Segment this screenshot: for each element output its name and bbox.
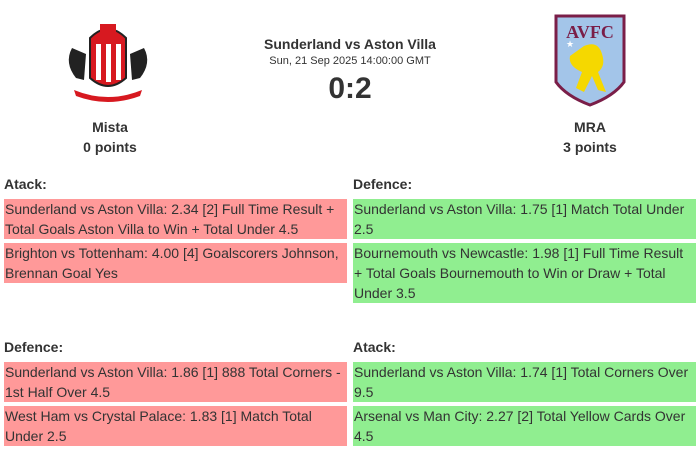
away-attack-section: Atack: Sunderland vs Aston Villa: 1.74 […: [353, 337, 696, 450]
away-defence-section: Defence: Sunderland vs Aston Villa: 1.75…: [353, 174, 696, 307]
bet-item: Sunderland vs Aston Villa: 1.74 [1] Tota…: [353, 362, 696, 402]
bet-item: Arsenal vs Man City: 2.27 [2] Total Yell…: [353, 406, 696, 446]
section-heading: Atack:: [353, 339, 396, 355]
home-attack-section: Atack: Sunderland vs Aston Villa: 2.34 […: [4, 174, 347, 287]
sunderland-logo: [68, 24, 148, 102]
bet-item: Sunderland vs Aston Villa: 1.86 [1] 888 …: [4, 362, 347, 402]
match-date: Sun, 21 Sep 2025 14:00:00 GMT: [269, 55, 431, 67]
match-score: 0:2: [328, 72, 372, 105]
section-heading: Defence:: [4, 339, 64, 355]
match-title: Sunderland vs Aston Villa: [264, 36, 436, 52]
svg-text:★: ★: [566, 39, 574, 49]
bet-item: Sunderland vs Aston Villa: 1.75 [1] Matc…: [353, 199, 696, 239]
svg-text:AVFC: AVFC: [566, 22, 614, 42]
section-heading: Defence:: [353, 176, 413, 192]
home-points: 0 points: [83, 139, 137, 155]
aston-villa-logo: AVFC ★: [554, 14, 626, 107]
home-player-name: Mista: [92, 119, 128, 135]
away-points: 3 points: [563, 139, 617, 155]
home-defence-section: Defence: Sunderland vs Aston Villa: 1.86…: [4, 337, 347, 450]
bet-item: Bournemouth vs Newcastle: 1.98 [1] Full …: [353, 243, 696, 303]
bet-item: Sunderland vs Aston Villa: 2.34 [2] Full…: [4, 199, 347, 239]
bet-item: West Ham vs Crystal Palace: 1.83 [1] Mat…: [4, 406, 347, 446]
bet-item: Brighton vs Tottenham: 4.00 [4] Goalscor…: [4, 243, 347, 283]
section-heading: Atack:: [4, 176, 47, 192]
away-player-name: MRA: [574, 119, 606, 135]
